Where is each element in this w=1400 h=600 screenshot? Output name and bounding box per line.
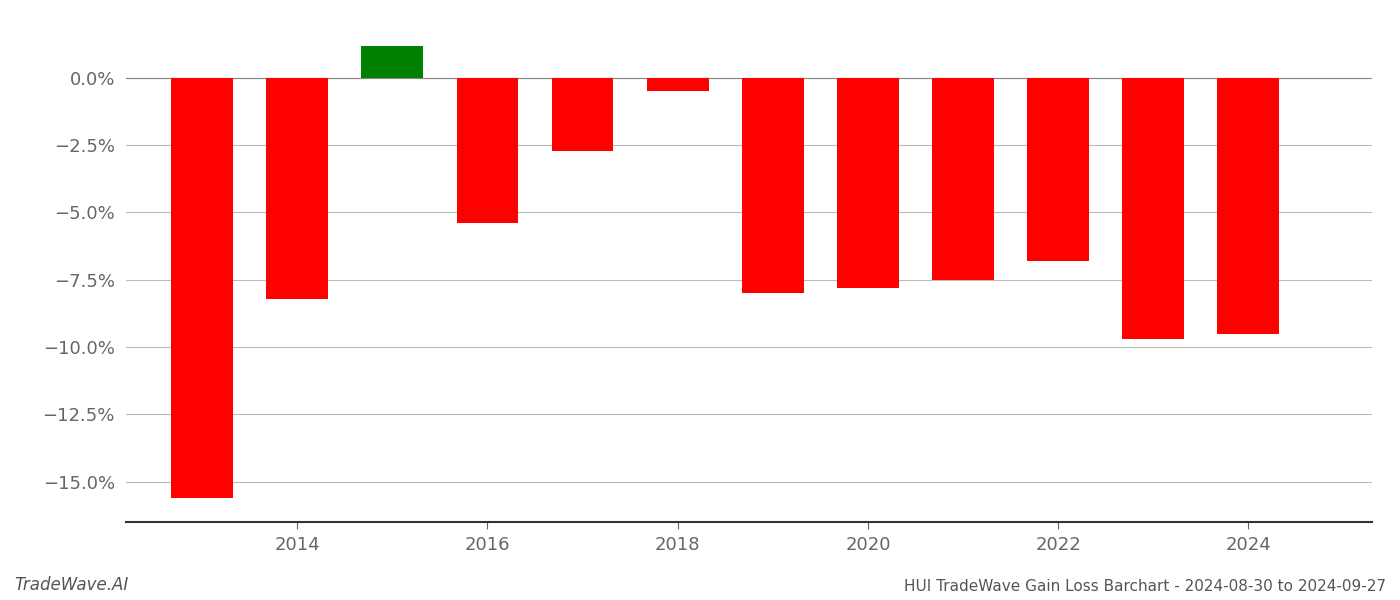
Bar	[552, 78, 613, 151]
Bar	[1218, 78, 1280, 334]
Bar	[742, 78, 804, 293]
Bar	[1028, 78, 1089, 261]
Text: TradeWave.AI: TradeWave.AI	[14, 576, 129, 594]
Bar	[647, 78, 708, 91]
Bar	[456, 78, 518, 223]
Bar	[837, 78, 899, 288]
Text: HUI TradeWave Gain Loss Barchart - 2024-08-30 to 2024-09-27: HUI TradeWave Gain Loss Barchart - 2024-…	[904, 579, 1386, 594]
Bar	[1123, 78, 1184, 339]
Bar	[361, 46, 423, 78]
Bar	[266, 78, 328, 299]
Bar	[932, 78, 994, 280]
Bar	[171, 78, 232, 498]
